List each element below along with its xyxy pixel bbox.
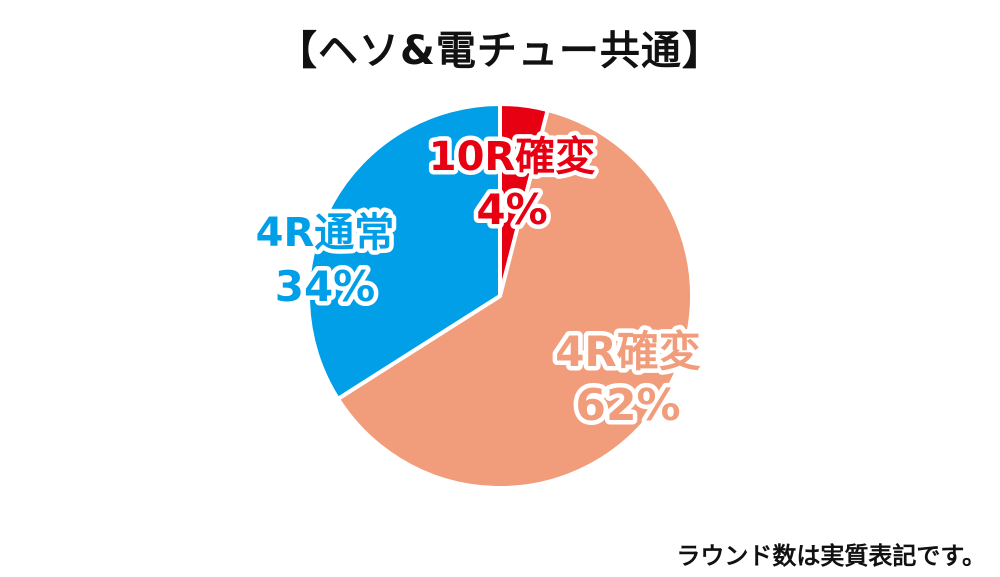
slice-label-pct-0: 4% (476, 185, 547, 234)
pie-slice-2 (306, 102, 502, 401)
chart-title: 【ヘソ&電チュー共通】 (277, 28, 723, 74)
pie-slice-1 (335, 108, 694, 490)
slice-label-name-2: 4R通常 (256, 210, 395, 256)
slice-label-name-1: 4R確変 (555, 327, 701, 376)
slice-label-pct-2: 34% (275, 262, 376, 311)
slice-label-pct-1: 62% (575, 380, 680, 431)
slice-label-name-0: 10R確変 (429, 134, 595, 180)
pie-slices (306, 102, 694, 490)
footnote: ラウンド数は実質表記です。 (676, 542, 986, 570)
